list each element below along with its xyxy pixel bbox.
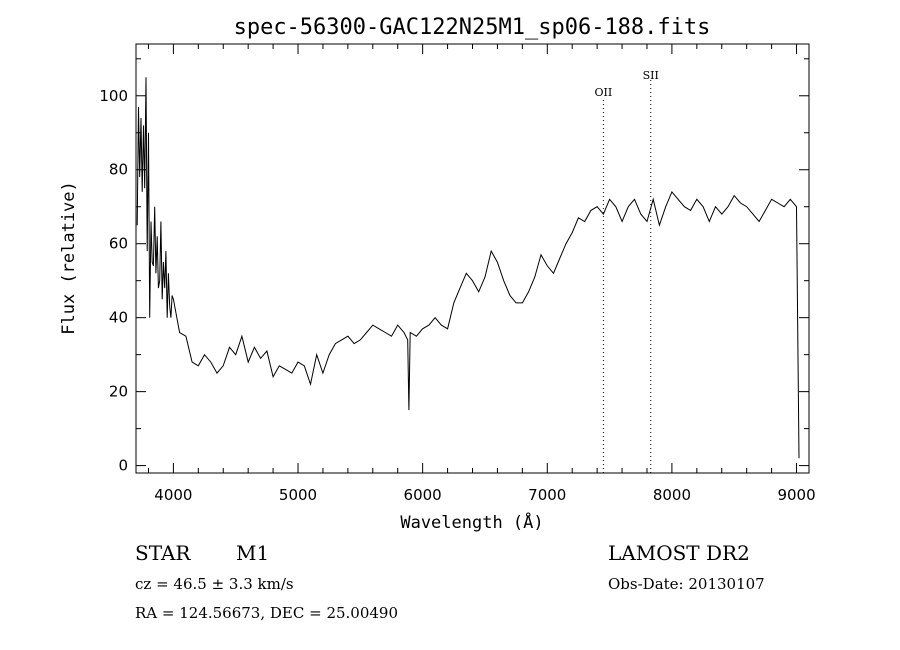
x-axis-label: Wavelength (Å) (400, 511, 543, 533)
coordinates: RA = 124.56673, DEC = 25.00490 (135, 604, 399, 622)
object-subclass: M1 (236, 541, 270, 565)
x-tick-label: 7000 (528, 486, 566, 504)
x-axis: 4000 5000 6000 7000 8000 9000 (147, 44, 816, 504)
spectrum-series-line (136, 77, 800, 459)
emission-line-markers: OII SII (595, 69, 659, 473)
y-tick-label: 80 (109, 161, 128, 179)
y-axis: 0 20 40 60 80 100 (99, 58, 809, 475)
plot-frame (135, 43, 810, 474)
y-tick-label: 0 (118, 457, 128, 475)
chart-title: spec-56300-GAC122N25M1_sp06-188.fits (234, 15, 711, 40)
x-tick-label: 8000 (653, 486, 691, 504)
emission-line-label: SII (643, 69, 659, 82)
y-axis-label: Flux (relative) (59, 181, 79, 335)
emission-line-label: OII (595, 86, 613, 99)
y-tick-label: 60 (109, 235, 128, 253)
x-tick-label: 6000 (404, 486, 442, 504)
y-tick-label: 40 (109, 309, 128, 327)
y-tick-label: 20 (109, 383, 128, 401)
y-tick-label: 100 (99, 87, 128, 105)
observation-date: Obs-Date: 20130107 (608, 575, 765, 593)
survey-name: LAMOST DR2 (608, 541, 750, 565)
x-tick-label: 9000 (777, 486, 815, 504)
x-tick-label: 5000 (279, 486, 317, 504)
object-class: STAR (135, 541, 191, 565)
redshift-value: cz = 46.5 ± 3.3 km/s (135, 575, 294, 593)
x-tick-label: 4000 (154, 486, 192, 504)
